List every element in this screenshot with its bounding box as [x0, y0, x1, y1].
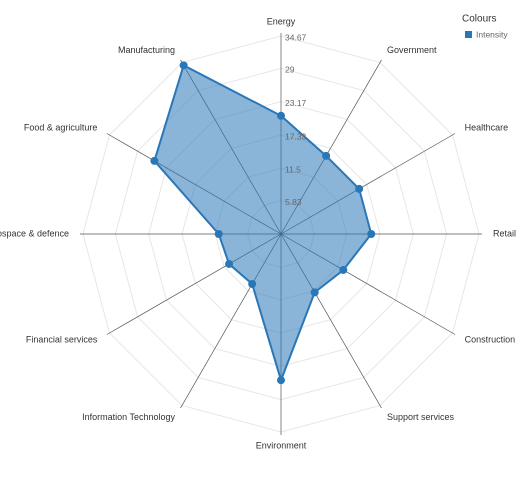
tick-label: 17.33 — [285, 131, 307, 141]
data-point — [214, 230, 223, 238]
tick-label: 23.17 — [285, 98, 307, 108]
category-label: Healthcare — [465, 122, 509, 132]
tick-label: 34.67 — [285, 32, 307, 42]
data-point — [367, 230, 376, 238]
tick-label: 29 — [285, 65, 295, 75]
category-label: Government — [387, 45, 437, 55]
data-point — [310, 288, 319, 297]
legend-swatch — [465, 31, 472, 38]
category-label: Aerospace & defence — [0, 228, 69, 238]
category-label: Manufacturing — [118, 45, 175, 55]
category-label: Information Technology — [82, 412, 175, 422]
data-point — [277, 111, 285, 120]
data-point — [225, 259, 234, 268]
legend-label: Intensity — [476, 29, 508, 39]
data-point — [322, 151, 331, 160]
radar-area — [153, 63, 373, 384]
data-point — [339, 265, 348, 274]
category-label: Financial services — [26, 334, 98, 344]
category-label: Energy — [267, 16, 296, 26]
category-label: Food & agriculture — [24, 122, 98, 132]
tick-label: 11.5 — [285, 165, 301, 175]
category-label: Environment — [256, 440, 307, 450]
data-point — [248, 279, 257, 288]
category-label: Retail — [493, 228, 516, 238]
legend-title: Colours — [462, 14, 496, 25]
data-point — [150, 156, 159, 165]
tick-label: 5.83 — [285, 197, 302, 207]
data-point — [277, 376, 285, 385]
data-point — [179, 61, 188, 70]
data-point — [355, 184, 364, 193]
category-label: Support services — [387, 412, 455, 422]
category-label: Construction — [465, 334, 516, 344]
